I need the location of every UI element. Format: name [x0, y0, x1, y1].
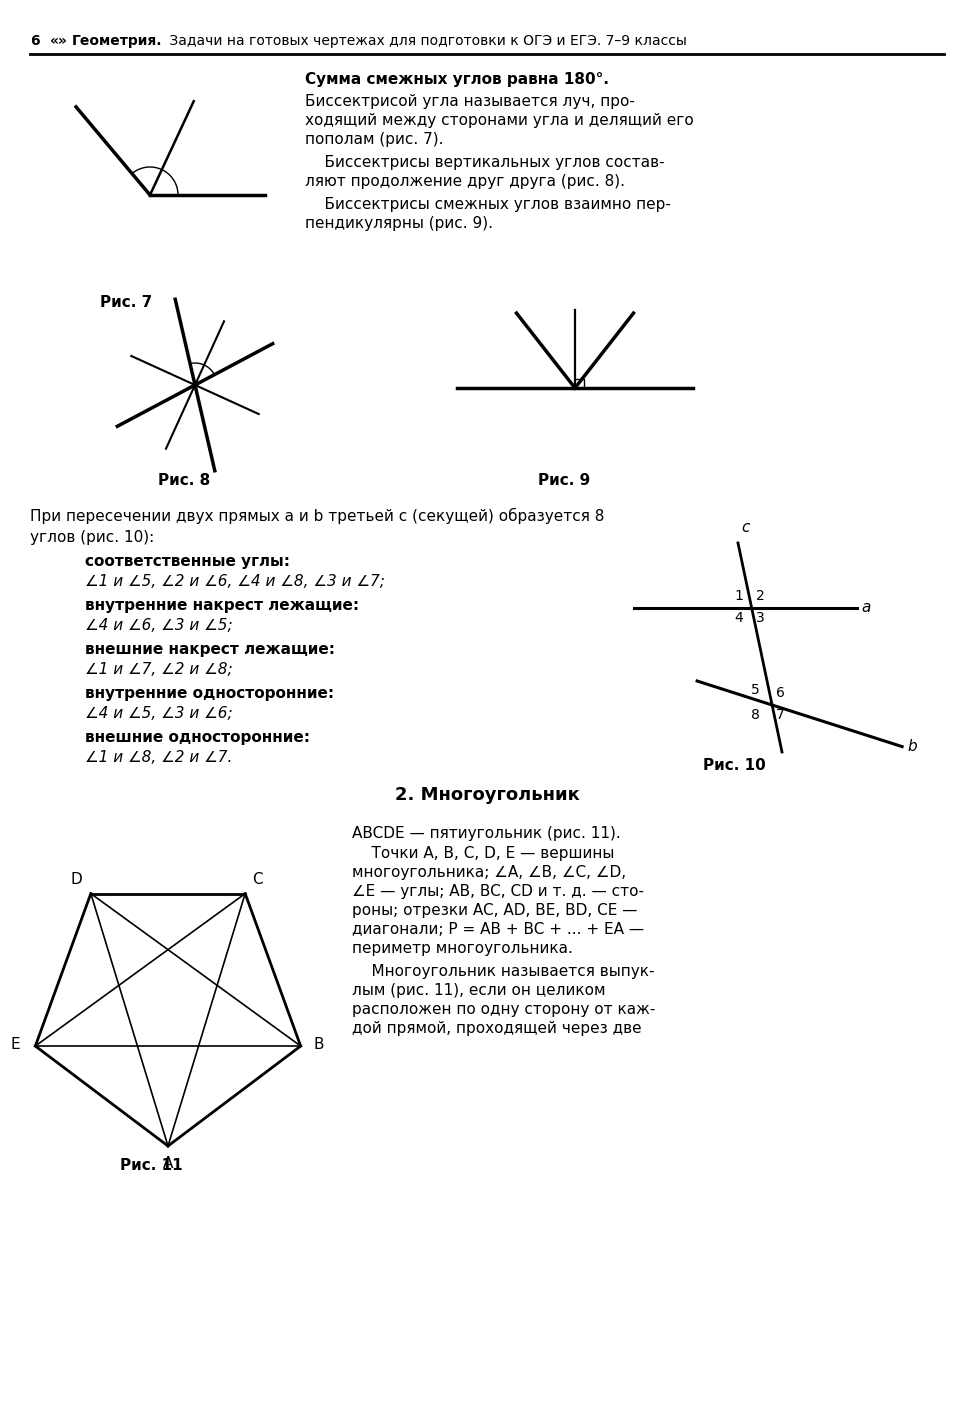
- Text: ходящий между сторонами угла и делящий его: ходящий между сторонами угла и делящий е…: [305, 113, 693, 128]
- Text: Сумма смежных углов равна 180°.: Сумма смежных углов равна 180°.: [305, 72, 609, 86]
- Text: дой прямой, проходящей через две: дой прямой, проходящей через две: [352, 1022, 642, 1036]
- Text: 3: 3: [756, 611, 765, 625]
- Text: 2: 2: [756, 589, 765, 604]
- Text: 5: 5: [751, 683, 760, 697]
- Text: внешние односторонние:: внешние односторонние:: [85, 730, 310, 745]
- Text: роны; отрезки AC, AD, BE, BD, CE —: роны; отрезки AC, AD, BE, BD, CE —: [352, 903, 638, 918]
- Text: 2. Многоугольник: 2. Многоугольник: [394, 786, 580, 803]
- Text: пополам (рис. 7).: пополам (рис. 7).: [305, 132, 443, 147]
- Text: ∠1 и ∠5, ∠2 и ∠6, ∠4 и ∠8, ∠3 и ∠7;: ∠1 и ∠5, ∠2 и ∠6, ∠4 и ∠8, ∠3 и ∠7;: [85, 574, 385, 589]
- Text: Рис. 9: Рис. 9: [538, 473, 590, 487]
- Text: пендикулярны (рис. 9).: пендикулярны (рис. 9).: [305, 215, 493, 231]
- Text: соответственные углы:: соответственные углы:: [85, 554, 290, 570]
- Text: Задачи на готовых чертежах для подготовки к ОГЭ и ЕГЭ. 7–9 классы: Задачи на готовых чертежах для подготовк…: [165, 34, 687, 48]
- Text: периметр многоугольника.: периметр многоугольника.: [352, 941, 573, 956]
- Text: Рис. 10: Рис. 10: [703, 758, 766, 774]
- Text: Геометрия.: Геометрия.: [72, 34, 163, 48]
- Text: 1: 1: [734, 589, 743, 604]
- Text: A: A: [163, 1156, 173, 1172]
- Text: многоугольника; ∠A, ∠B, ∠C, ∠D,: многоугольника; ∠A, ∠B, ∠C, ∠D,: [352, 864, 626, 880]
- Text: «»: «»: [50, 34, 68, 48]
- Text: C: C: [252, 871, 262, 887]
- Text: D: D: [71, 871, 83, 887]
- Text: диагонали; P = AB + BC + ... + EA —: диагонали; P = AB + BC + ... + EA —: [352, 922, 644, 937]
- Text: ABCDE — пятиугольник (рис. 11).: ABCDE — пятиугольник (рис. 11).: [352, 826, 620, 842]
- Text: b: b: [907, 740, 917, 754]
- Text: c: c: [741, 520, 749, 536]
- Text: Точки A, B, C, D, E — вершины: Точки A, B, C, D, E — вершины: [352, 846, 615, 862]
- Text: 8: 8: [751, 708, 760, 723]
- Text: При пересечении двух прямых a и b третьей c (секущей) образуется 8: При пересечении двух прямых a и b третье…: [30, 509, 605, 524]
- Text: ляют продолжение друг друга (рис. 8).: ляют продолжение друг друга (рис. 8).: [305, 174, 625, 188]
- Text: ∠1 и ∠7, ∠2 и ∠8;: ∠1 и ∠7, ∠2 и ∠8;: [85, 662, 233, 677]
- Text: 7: 7: [776, 708, 785, 723]
- Text: Многоугольник называется выпук-: Многоугольник называется выпук-: [352, 964, 655, 979]
- Text: Рис. 11: Рис. 11: [120, 1158, 183, 1173]
- Text: ∠4 и ∠5, ∠3 и ∠6;: ∠4 и ∠5, ∠3 и ∠6;: [85, 706, 233, 721]
- Text: Биссектрисы смежных углов взаимно пер-: Биссектрисы смежных углов взаимно пер-: [305, 197, 671, 213]
- Text: Биссектрисой угла называется луч, про-: Биссектрисой угла называется луч, про-: [305, 94, 635, 109]
- Text: E: E: [11, 1037, 20, 1051]
- Text: ∠1 и ∠8, ∠2 и ∠7.: ∠1 и ∠8, ∠2 и ∠7.: [85, 750, 233, 765]
- Text: 6: 6: [30, 34, 40, 48]
- Text: Рис. 7: Рис. 7: [100, 295, 152, 310]
- Text: B: B: [314, 1037, 324, 1051]
- Text: ∠4 и ∠6, ∠3 и ∠5;: ∠4 и ∠6, ∠3 и ∠5;: [85, 618, 233, 633]
- Text: Биссектрисы вертикальных углов состав-: Биссектрисы вертикальных углов состав-: [305, 154, 664, 170]
- Text: Рис. 8: Рис. 8: [158, 473, 210, 487]
- Text: внутренние накрест лежащие:: внутренние накрест лежащие:: [85, 598, 359, 614]
- Text: лым (рис. 11), если он целиком: лым (рис. 11), если он целиком: [352, 983, 606, 998]
- Text: внутренние односторонние:: внутренние односторонние:: [85, 686, 334, 701]
- Text: 6: 6: [776, 686, 785, 700]
- Text: расположен по одну сторону от каж-: расположен по одну сторону от каж-: [352, 1002, 656, 1017]
- Text: внешние накрест лежащие:: внешние накрест лежащие:: [85, 642, 335, 657]
- Text: 4: 4: [734, 611, 743, 625]
- Text: углов (рис. 10):: углов (рис. 10):: [30, 530, 154, 546]
- Text: ∠E — углы; AB, BC, CD и т. д. — сто-: ∠E — углы; AB, BC, CD и т. д. — сто-: [352, 884, 644, 898]
- Text: a: a: [862, 601, 871, 615]
